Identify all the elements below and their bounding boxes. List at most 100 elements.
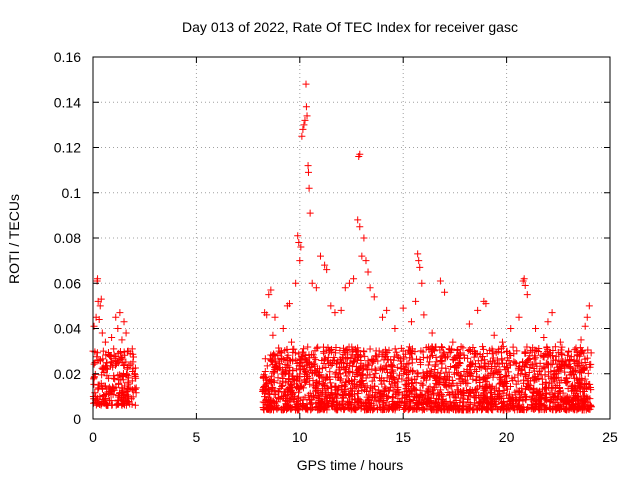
data-point bbox=[585, 302, 593, 310]
data-point bbox=[268, 397, 276, 405]
data-point bbox=[269, 384, 277, 392]
data-point bbox=[554, 374, 562, 382]
data-point bbox=[101, 338, 109, 346]
data-point bbox=[365, 391, 373, 399]
data-point bbox=[358, 402, 366, 410]
data-point bbox=[268, 372, 276, 380]
data-point bbox=[106, 397, 113, 405]
data-point bbox=[346, 368, 354, 376]
data-point bbox=[292, 356, 300, 364]
data-point bbox=[420, 311, 428, 319]
data-point bbox=[556, 405, 564, 413]
data-point bbox=[303, 112, 311, 120]
data-point bbox=[455, 360, 463, 368]
data-point bbox=[521, 349, 529, 357]
axis-ticks bbox=[92, 56, 611, 420]
data-point bbox=[523, 343, 531, 351]
data-point bbox=[385, 401, 393, 409]
data-point bbox=[395, 404, 403, 412]
data-point bbox=[511, 388, 519, 396]
data-point bbox=[574, 379, 582, 387]
data-point bbox=[391, 325, 399, 332]
x-tick-label: 10 bbox=[292, 429, 308, 445]
data-point bbox=[113, 357, 121, 365]
data-point bbox=[364, 406, 372, 414]
data-point bbox=[463, 395, 471, 403]
data-point bbox=[311, 360, 319, 368]
y-tick-label: 0.04 bbox=[54, 321, 81, 337]
data-point bbox=[469, 343, 477, 351]
data-point bbox=[565, 394, 573, 402]
data-point bbox=[378, 366, 386, 374]
data-point bbox=[530, 384, 538, 392]
data-point bbox=[426, 373, 434, 381]
data-point bbox=[263, 362, 271, 370]
data-point bbox=[314, 387, 322, 395]
data-point bbox=[441, 399, 449, 407]
data-point bbox=[382, 348, 390, 356]
data-point bbox=[430, 399, 438, 407]
data-point bbox=[456, 358, 464, 366]
data-point bbox=[331, 405, 339, 413]
data-point bbox=[569, 381, 577, 389]
data-point bbox=[563, 351, 571, 359]
data-point bbox=[300, 121, 308, 129]
data-point bbox=[347, 387, 355, 395]
data-point bbox=[320, 355, 328, 363]
data-point bbox=[324, 384, 332, 392]
data-point bbox=[94, 275, 102, 283]
data-point bbox=[287, 405, 295, 413]
data-point bbox=[536, 367, 544, 375]
data-point bbox=[289, 396, 297, 404]
data-point bbox=[307, 351, 315, 359]
data-point bbox=[357, 371, 365, 379]
data-point bbox=[93, 349, 101, 357]
data-point bbox=[504, 368, 512, 376]
data-point bbox=[383, 306, 391, 314]
data-point bbox=[537, 393, 545, 401]
data-point bbox=[355, 364, 363, 372]
data-point bbox=[341, 284, 349, 292]
data-point bbox=[540, 334, 548, 342]
data-point bbox=[394, 353, 402, 361]
data-point bbox=[454, 346, 462, 354]
data-point bbox=[493, 360, 501, 368]
data-point bbox=[112, 352, 120, 360]
data-point bbox=[533, 362, 541, 370]
data-point bbox=[414, 250, 422, 258]
data-point bbox=[130, 370, 138, 378]
data-point bbox=[321, 392, 329, 400]
y-tick-label: 0.06 bbox=[54, 275, 81, 291]
data-point bbox=[526, 346, 534, 354]
data-point bbox=[580, 387, 588, 395]
data-point bbox=[555, 388, 563, 396]
data-point bbox=[301, 351, 309, 359]
x-tick-label: 0 bbox=[89, 429, 97, 445]
data-point bbox=[460, 351, 468, 359]
data-point bbox=[426, 353, 434, 361]
data-point bbox=[420, 374, 428, 382]
data-point bbox=[422, 399, 430, 407]
data-point bbox=[538, 395, 546, 403]
data-point bbox=[437, 343, 445, 351]
data-point bbox=[322, 363, 330, 371]
data-point bbox=[366, 371, 374, 379]
data-point bbox=[581, 322, 589, 330]
data-point bbox=[112, 401, 120, 409]
data-point bbox=[552, 352, 560, 360]
data-point bbox=[506, 349, 514, 357]
y-tick-label: 0.08 bbox=[54, 230, 81, 246]
data-point bbox=[289, 355, 297, 363]
data-point bbox=[262, 400, 270, 408]
data-point bbox=[279, 381, 287, 389]
data-point bbox=[408, 368, 416, 376]
data-point bbox=[547, 397, 555, 405]
data-point bbox=[459, 394, 467, 402]
data-point bbox=[318, 364, 326, 372]
data-point bbox=[96, 302, 104, 310]
data-point bbox=[271, 366, 279, 374]
chart-title: Day 013 of 2022, Rate Of TEC Index for r… bbox=[182, 19, 518, 35]
data-point bbox=[297, 243, 305, 251]
data-point bbox=[388, 362, 396, 370]
data-point bbox=[285, 363, 293, 371]
